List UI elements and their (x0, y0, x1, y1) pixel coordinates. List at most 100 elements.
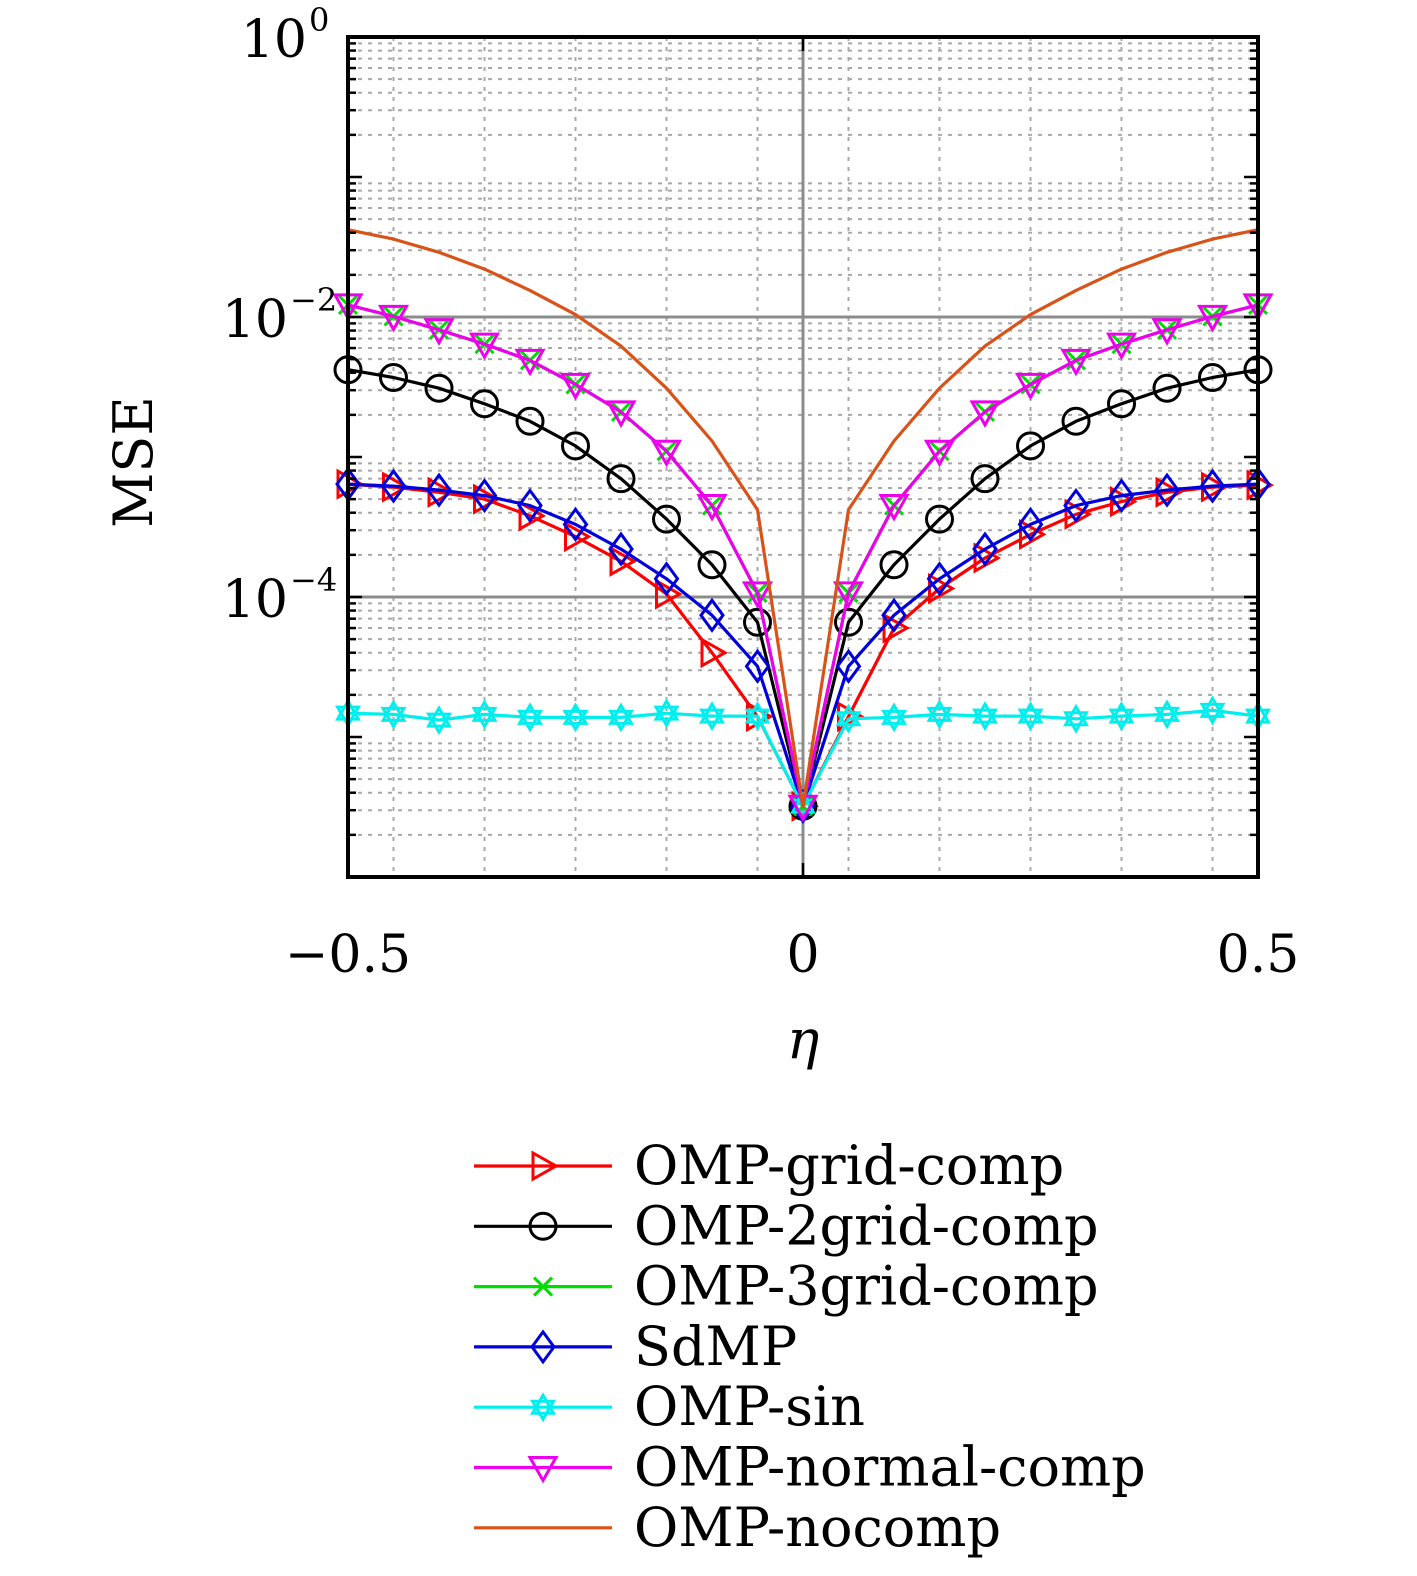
data-point (744, 701, 771, 732)
legend-entry: SdMP (474, 1315, 797, 1378)
data-point (606, 464, 636, 494)
legend-entry: OMP-grid-comp (474, 1134, 1064, 1197)
legend-entry: OMP-3grid-comp (474, 1255, 1099, 1318)
data-point (561, 431, 590, 461)
data-point (1014, 372, 1047, 401)
data-point (652, 504, 681, 534)
data-point (609, 545, 638, 577)
legend-label: OMP-nocomp (634, 1496, 1001, 1559)
data-point (559, 372, 592, 401)
data-point (514, 348, 546, 377)
data-point (835, 648, 862, 684)
data-point (1107, 389, 1136, 419)
data-point (517, 488, 543, 524)
data-point (1154, 699, 1180, 730)
legend-entry: OMP-nocomp (474, 1496, 1001, 1559)
data-point (380, 468, 407, 504)
data-point (605, 400, 637, 428)
data-point (835, 703, 862, 734)
data-point (1016, 431, 1045, 461)
legend-label: OMP-sin (634, 1375, 865, 1438)
data-point (1199, 468, 1226, 504)
data-point (377, 304, 410, 333)
data-point (470, 389, 499, 419)
y-tick-label: 10 0 (241, 1, 330, 70)
data-point (564, 521, 592, 553)
data-point (650, 439, 683, 468)
data-point (1017, 701, 1044, 732)
data-point (879, 550, 909, 580)
data-point (1063, 488, 1089, 524)
data-point (926, 699, 953, 730)
data-point (653, 698, 680, 729)
data-point (832, 581, 865, 609)
data-point (1105, 332, 1138, 361)
legend-marker (530, 1329, 556, 1365)
data-point (380, 699, 407, 730)
tick-marks (346, 37, 1260, 879)
legend-entry: OMP-normal-comp (474, 1436, 1146, 1499)
data-point (608, 702, 634, 733)
data-point (1061, 406, 1091, 436)
y-tick-exponent: −2 (290, 281, 337, 319)
legend-label: SdMP (634, 1315, 797, 1378)
data-point (379, 362, 408, 392)
data-point (518, 500, 547, 532)
y-tick-exponent: −4 (290, 561, 337, 599)
series-line (347, 228, 1259, 808)
data-point (972, 701, 998, 732)
y-axis-label: MSE (102, 396, 165, 528)
data-point (925, 504, 954, 534)
data-point (471, 699, 498, 730)
data-point (426, 705, 452, 736)
data-point (1199, 695, 1226, 726)
x-tick-labels: −0.5 0 0.5 (285, 925, 1299, 985)
minor-gridlines (348, 37, 1258, 877)
legend: OMP-grid-compOMP-2grid-compOMP-3grid-com… (474, 1134, 1146, 1559)
data-point (743, 607, 772, 637)
data-point (426, 472, 452, 508)
data-point (424, 373, 454, 403)
data-point (970, 464, 1000, 494)
y-tick-exponent: 0 (309, 1, 329, 39)
data-point (699, 597, 725, 633)
legend-entry: OMP-2grid-comp (474, 1194, 1099, 1257)
x-tick-label: 0 (786, 925, 819, 985)
data-point (653, 561, 680, 597)
data-point (744, 648, 771, 684)
y-tick-label: 10 −2 (222, 281, 337, 350)
y-tick-base: 10 (222, 570, 288, 630)
data-point (881, 597, 907, 633)
data-point (468, 332, 501, 361)
x-axis-label: η (787, 1008, 819, 1071)
data-point (471, 478, 498, 514)
data-point (697, 550, 727, 580)
legend-label: OMP-2grid-comp (634, 1194, 1099, 1257)
x-tick-label: 0.5 (1217, 925, 1300, 985)
data-point (1151, 318, 1183, 346)
data-point (972, 531, 998, 567)
legend-marker (527, 1456, 559, 1484)
data-point (700, 637, 729, 669)
data-point (1196, 304, 1229, 333)
data-point (834, 607, 863, 637)
legend-label: OMP-3grid-comp (634, 1255, 1099, 1318)
data-point (608, 531, 634, 567)
data-point (699, 701, 725, 732)
x-tick-label: −0.5 (285, 925, 411, 985)
data-point (515, 406, 545, 436)
y-tick-base: 10 (222, 290, 288, 350)
legend-marker (532, 1276, 554, 1297)
data-point (1198, 362, 1227, 392)
legend-marker (528, 1211, 558, 1241)
data-point (1108, 701, 1135, 732)
data-point (1152, 373, 1182, 403)
data-point (926, 561, 953, 597)
data-point (878, 494, 910, 522)
y-tick-base: 10 (241, 10, 307, 70)
data-point (696, 494, 728, 522)
data-point (969, 400, 1001, 428)
legend-marker (531, 1150, 560, 1182)
data-point (1108, 478, 1135, 514)
